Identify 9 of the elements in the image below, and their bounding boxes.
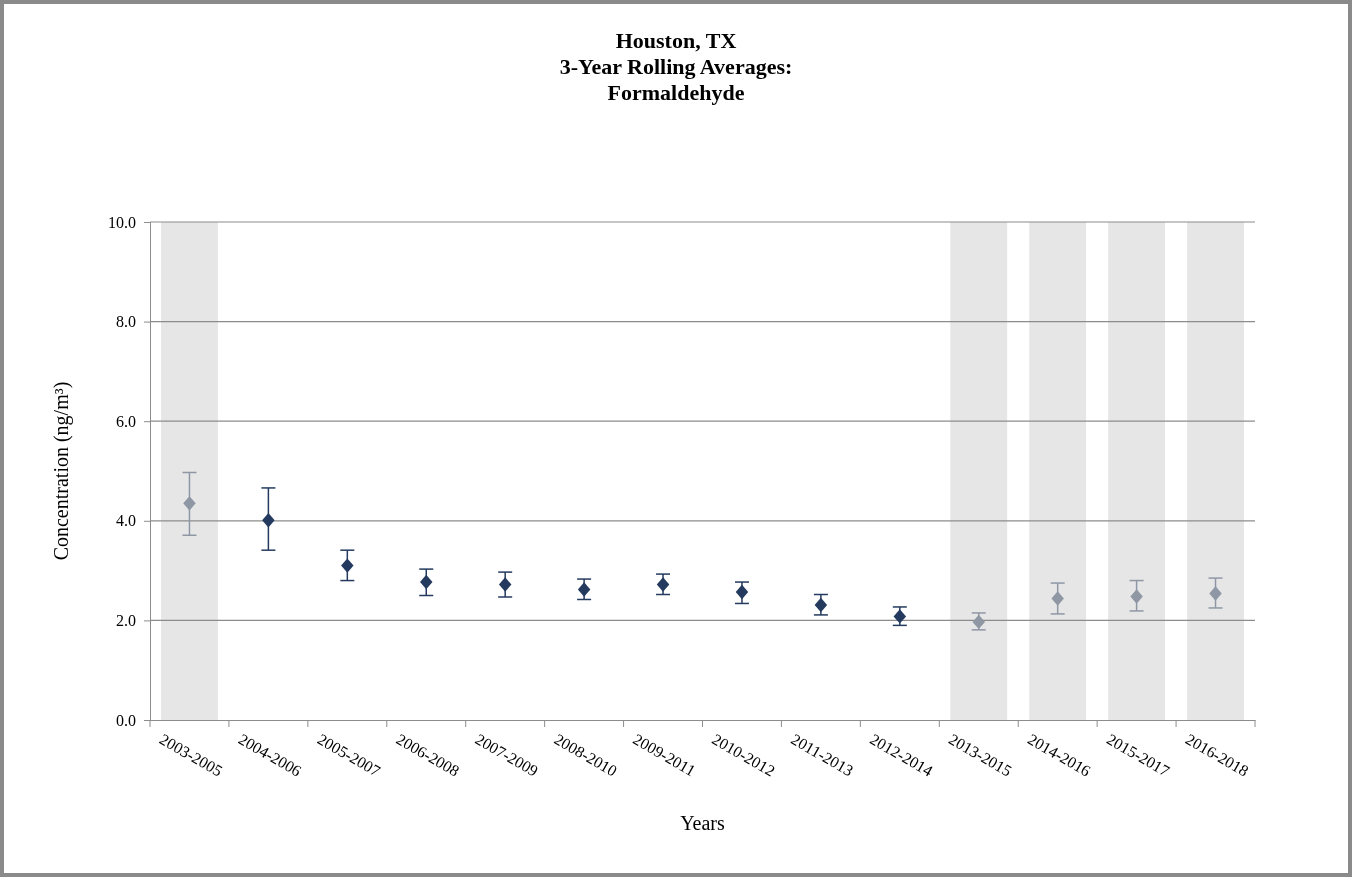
- y-tick-label: 2.0: [116, 612, 136, 630]
- chart-title: Houston, TX 3-Year Rolling Averages: Formaldehyde: [559, 28, 793, 105]
- y-tick-label: 8.0: [116, 313, 136, 331]
- y-tick-label: 0.0: [116, 711, 136, 729]
- y-axis-title: Concentration (ng/m³): [50, 381, 73, 561]
- y-tick-label: 10.0: [108, 213, 136, 231]
- x-axis-title: Years: [680, 812, 726, 834]
- y-tick-label: 6.0: [116, 412, 136, 430]
- y-tick-label: 4.0: [116, 512, 136, 530]
